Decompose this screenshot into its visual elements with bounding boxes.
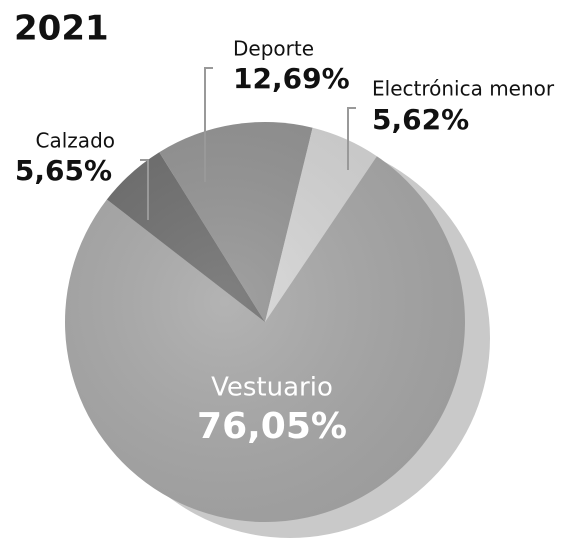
slice-value: 76,05% — [197, 406, 347, 447]
leader-line — [140, 159, 149, 220]
slice-name: Deporte — [233, 37, 314, 61]
leader-line — [347, 107, 356, 170]
slice-value: 12,69% — [233, 62, 350, 95]
slice-name: Vestuario — [211, 373, 333, 403]
slice-name: Calzado — [36, 129, 115, 153]
chart-title: 2021 — [14, 9, 109, 49]
slice-value: 5,65% — [15, 154, 112, 187]
slice-value: 5,62% — [372, 103, 469, 136]
leader-line — [204, 67, 213, 182]
pie-shade — [65, 122, 465, 522]
slice-name: Electrónica menor — [372, 77, 555, 101]
